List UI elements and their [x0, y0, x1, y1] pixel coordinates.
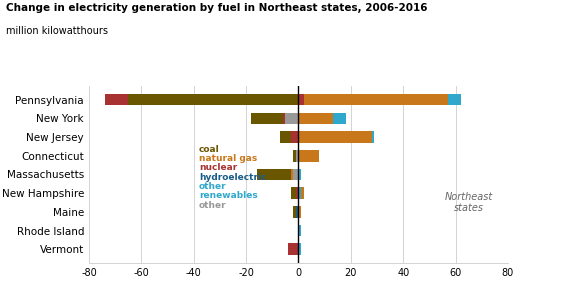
Bar — [288, 243, 298, 255]
Bar — [283, 113, 285, 124]
Bar — [280, 131, 290, 143]
Text: nuclear: nuclear — [199, 163, 237, 172]
Bar — [296, 187, 298, 199]
Text: Northeast
states: Northeast states — [445, 192, 493, 213]
Text: renewables: renewables — [199, 191, 258, 200]
Bar — [128, 94, 298, 106]
Text: other: other — [199, 182, 227, 191]
Text: coal: coal — [199, 145, 220, 154]
Text: natural gas: natural gas — [199, 154, 257, 163]
Bar — [298, 206, 301, 218]
Bar — [372, 131, 374, 143]
Bar — [251, 113, 283, 124]
Bar — [304, 94, 448, 106]
Bar — [293, 150, 296, 162]
Text: hydroelectric: hydroelectric — [199, 173, 266, 182]
Bar — [296, 206, 298, 218]
Bar — [298, 225, 301, 236]
Bar — [298, 150, 320, 162]
Bar — [293, 206, 296, 218]
Bar — [257, 169, 290, 180]
Bar — [298, 131, 372, 143]
Bar — [298, 243, 301, 255]
Bar — [104, 94, 128, 106]
Bar — [290, 131, 298, 143]
Bar — [285, 113, 298, 124]
Bar — [298, 113, 332, 124]
Bar — [298, 169, 301, 180]
Text: million kilowatthours: million kilowatthours — [6, 26, 108, 36]
Bar — [290, 169, 293, 180]
Text: other: other — [199, 201, 227, 210]
Bar — [448, 94, 461, 106]
Bar — [293, 169, 298, 180]
Bar — [290, 187, 296, 199]
Bar — [332, 113, 346, 124]
Bar — [298, 94, 304, 106]
Bar — [296, 150, 298, 162]
Bar — [298, 187, 301, 199]
Bar — [301, 187, 304, 199]
Text: Change in electricity generation by fuel in Northeast states, 2006-2016: Change in electricity generation by fuel… — [6, 3, 427, 13]
